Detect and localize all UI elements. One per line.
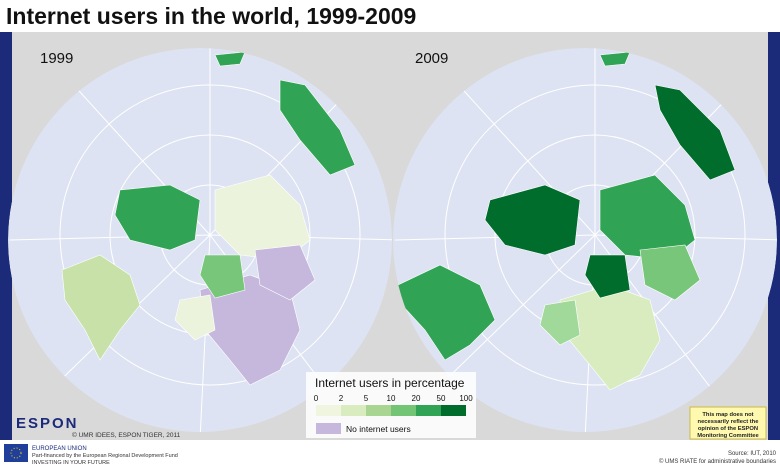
note-line: opinion of the ESPON bbox=[698, 426, 758, 432]
boundaries-credit: © UMS RIATE for administrative boundarie… bbox=[659, 458, 776, 465]
map-2009 bbox=[393, 48, 777, 432]
legend-break: 5 bbox=[364, 394, 369, 403]
legend-swatch bbox=[366, 405, 391, 416]
legend-no-data: No internet users bbox=[346, 424, 411, 434]
note-line: Monitoring Committee bbox=[697, 433, 759, 439]
left-band bbox=[0, 32, 12, 440]
legend-breaks: 0 2 5 10 20 50 100 bbox=[314, 394, 473, 403]
legend-swatch bbox=[316, 405, 341, 416]
legend-swatch bbox=[341, 405, 366, 416]
footer-eu: EUROPEAN UNION bbox=[32, 446, 87, 452]
year-label: 2009 bbox=[415, 50, 448, 67]
legend-break: 20 bbox=[412, 394, 421, 403]
footer-fund: Part-financed by the European Regional D… bbox=[32, 453, 178, 459]
footer-motto: INVESTING IN YOUR FUTURE bbox=[32, 460, 110, 466]
legend-break: 10 bbox=[387, 394, 396, 403]
eu-stars bbox=[10, 447, 22, 459]
legend-break: 100 bbox=[459, 394, 473, 403]
legend: Internet users in percentage 0 2 5 10 20 50 10… bbox=[306, 372, 476, 438]
note-box bbox=[689, 406, 767, 440]
note-line: necessarily reflect the bbox=[698, 419, 760, 425]
author-credit: © UMR IDEES, ESPON TIGER, 2011 bbox=[72, 431, 181, 439]
legend-title: Internet users in percentage bbox=[315, 376, 465, 390]
legend-break: 2 bbox=[339, 394, 344, 403]
title: Internet users in the world, 1999-2009 bbox=[6, 3, 416, 29]
legend-break: 0 bbox=[314, 394, 319, 403]
legend-swatch bbox=[391, 405, 416, 416]
legend-swatch bbox=[441, 405, 466, 416]
source: Source: IUT, 2010 bbox=[728, 451, 777, 457]
year-label: 1999 bbox=[40, 50, 73, 67]
eu-flag bbox=[4, 444, 28, 462]
legend-break: 50 bbox=[437, 394, 446, 403]
legend-swatch bbox=[416, 405, 441, 416]
map-1999 bbox=[8, 48, 392, 432]
legend-swatch bbox=[316, 423, 341, 434]
note-line: This map does not bbox=[702, 412, 753, 418]
espon-logo: ESPON bbox=[16, 415, 79, 432]
